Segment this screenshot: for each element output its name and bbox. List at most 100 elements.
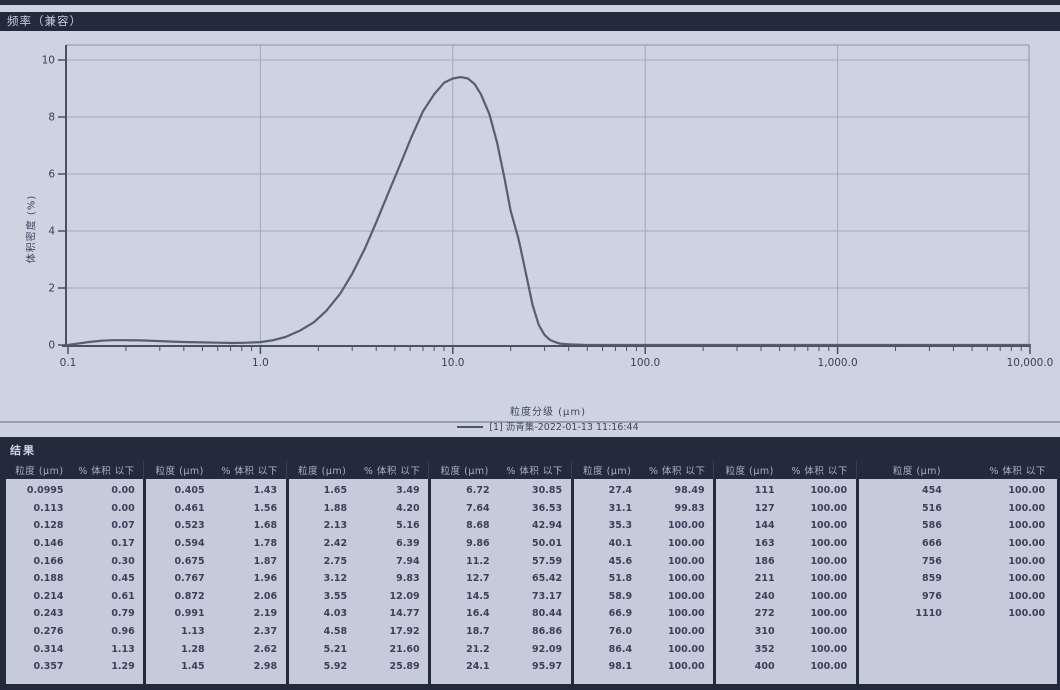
table-row: 1.65 3.49 bbox=[289, 482, 429, 500]
cell-volume-under-pct: 0.17 bbox=[111, 538, 135, 550]
cell-particle-size: 1.45 bbox=[181, 661, 205, 673]
table-row: 0.276 0.96 bbox=[6, 623, 143, 641]
table-row: 11.2 57.59 bbox=[431, 552, 571, 570]
cell-particle-size: 0.991 bbox=[174, 608, 205, 620]
cell-volume-under-pct: 5.16 bbox=[396, 520, 420, 532]
cell-volume-under-pct: 100.00 bbox=[810, 643, 848, 655]
cell-particle-size: 0.214 bbox=[33, 590, 64, 602]
cell-particle-size: 11.2 bbox=[466, 555, 490, 567]
table-row: 6.72 30.85 bbox=[431, 482, 571, 500]
cell-particle-size: 24.1 bbox=[466, 661, 490, 673]
cell-volume-under-pct: 100.00 bbox=[810, 555, 848, 567]
y-tick-label: 8 bbox=[48, 112, 55, 124]
table-row: 240 100.00 bbox=[716, 588, 856, 606]
cell-volume-under-pct: 0.45 bbox=[111, 573, 135, 585]
table-row: 1.13 2.37 bbox=[146, 623, 286, 641]
cell-volume-under-pct: 2.19 bbox=[253, 608, 278, 620]
cell-particle-size: 8.68 bbox=[466, 520, 490, 532]
cell-particle-size: 40.1 bbox=[608, 538, 633, 550]
y-axis-label: 体积密度 (%) bbox=[26, 194, 38, 264]
table-row: 14.5 73.17 bbox=[431, 588, 571, 606]
cell-particle-size: 3.55 bbox=[323, 590, 348, 602]
column-header-pct: % 体积 以下 bbox=[989, 466, 1046, 477]
cell-particle-size: 0.405 bbox=[174, 485, 205, 497]
cell-volume-under-pct: 1.29 bbox=[111, 661, 135, 673]
legend-line-sample bbox=[457, 425, 484, 428]
table-row: 2.42 6.39 bbox=[289, 535, 429, 553]
table-row: 111 100.00 bbox=[716, 482, 856, 500]
cell-particle-size: 0.128 bbox=[33, 520, 64, 532]
table-row: 454 100.00 bbox=[859, 482, 1058, 500]
x-tick-label: 100.0 bbox=[630, 357, 660, 369]
cell-volume-under-pct: 80.44 bbox=[532, 608, 563, 620]
cell-particle-size: 144 bbox=[754, 520, 775, 532]
cell-volume-under-pct: 1.96 bbox=[253, 573, 278, 585]
cell-particle-size: 0.276 bbox=[33, 626, 64, 638]
cell-particle-size: 86.4 bbox=[608, 643, 633, 655]
cell-volume-under-pct: 36.53 bbox=[532, 502, 563, 514]
cell-particle-size: 272 bbox=[754, 608, 775, 620]
cell-particle-size: 0.872 bbox=[174, 590, 205, 602]
cell-volume-under-pct: 2.62 bbox=[253, 643, 278, 655]
cell-volume-under-pct: 1.43 bbox=[253, 485, 278, 497]
cell-particle-size: 66.9 bbox=[608, 608, 633, 620]
x-tick-label: 1,000.0 bbox=[818, 357, 858, 369]
cell-particle-size: 163 bbox=[754, 538, 775, 550]
table-row: 272 100.00 bbox=[716, 605, 856, 623]
cell-volume-under-pct: 4.20 bbox=[396, 502, 420, 514]
cell-volume-under-pct: 100.00 bbox=[810, 538, 848, 550]
table-row: 586 100.00 bbox=[859, 517, 1058, 535]
table-row: 0.214 0.61 bbox=[6, 588, 143, 606]
cell-particle-size: 6.72 bbox=[466, 485, 490, 497]
table-row: 756 100.00 bbox=[859, 552, 1058, 570]
cell-particle-size: 352 bbox=[754, 643, 775, 655]
cell-particle-size: 756 bbox=[922, 555, 942, 567]
cell-particle-size: 98.1 bbox=[608, 661, 633, 673]
cell-volume-under-pct: 98.49 bbox=[674, 485, 705, 497]
cell-particle-size: 14.5 bbox=[466, 590, 490, 602]
cell-volume-under-pct: 57.59 bbox=[532, 555, 563, 567]
cell-particle-size: 516 bbox=[922, 502, 942, 514]
results-section-title: 结果 bbox=[10, 444, 36, 457]
cell-volume-under-pct: 0.07 bbox=[111, 520, 135, 532]
column-header-size: 粒度 (μm) bbox=[15, 466, 64, 477]
table-row: 3.55 12.09 bbox=[289, 588, 429, 606]
table-column-group: 27.4 98.49 31.1 99.83 35.3 100.00 40.1 100.00 45… bbox=[570, 479, 714, 684]
cell-volume-under-pct: 6.39 bbox=[396, 538, 420, 550]
column-header-group: 粒度 (μm) % 体积 以下 bbox=[285, 461, 430, 479]
table-row: 0.0995 0.00 bbox=[6, 482, 143, 500]
x-tick-label: 10,000.0 bbox=[1007, 357, 1054, 369]
cell-particle-size: 27.4 bbox=[608, 485, 633, 497]
table-row: 27.4 98.49 bbox=[574, 482, 714, 500]
cell-volume-under-pct: 100.00 bbox=[667, 538, 705, 550]
table-row: 186 100.00 bbox=[716, 552, 856, 570]
cell-volume-under-pct: 0.30 bbox=[111, 555, 135, 567]
cell-volume-under-pct: 100.00 bbox=[810, 502, 848, 514]
table-row: 58.9 100.00 bbox=[574, 588, 714, 606]
cell-particle-size: 45.6 bbox=[608, 555, 633, 567]
cell-volume-under-pct: 100.00 bbox=[1008, 608, 1046, 620]
cell-particle-size: 12.7 bbox=[466, 573, 490, 585]
column-header-pct: % 体积 以下 bbox=[791, 466, 848, 477]
table-column-group: 0.405 1.43 0.461 1.56 0.523 1.68 0.594 1.78 0.67… bbox=[143, 479, 286, 684]
x-tick-label: 10.0 bbox=[441, 357, 464, 369]
legend-label: [1] 沥青集-2022-01-13 11:16:44 bbox=[489, 422, 639, 433]
cell-volume-under-pct: 17.92 bbox=[389, 626, 420, 638]
cell-volume-under-pct: 86.86 bbox=[532, 626, 563, 638]
cell-particle-size: 859 bbox=[922, 573, 942, 585]
cell-particle-size: 4.58 bbox=[323, 626, 348, 638]
table-row: 9.86 50.01 bbox=[431, 535, 571, 553]
top-edge-strip bbox=[0, 0, 1060, 5]
cell-particle-size: 1.88 bbox=[323, 502, 348, 514]
column-header-pct: % 体积 以下 bbox=[78, 466, 135, 477]
frequency-chart: 0 2 4 6 8 10 0.1 1.0 10.0 100.0 1,000.0 10,000.0 bbox=[42, 44, 1054, 369]
cell-particle-size: 2.42 bbox=[323, 538, 348, 550]
cell-particle-size: 0.188 bbox=[33, 573, 64, 585]
chart-title: 频率（兼容） bbox=[7, 14, 82, 28]
cell-volume-under-pct: 100.00 bbox=[810, 573, 848, 585]
table-row: 2.13 5.16 bbox=[289, 517, 429, 535]
results-table-body: 0.0995 0.00 0.113 0.00 0.128 0.07 0.146 0.17 0.1… bbox=[6, 479, 1057, 684]
cell-volume-under-pct: 1.68 bbox=[253, 520, 278, 532]
cell-volume-under-pct: 3.49 bbox=[396, 485, 420, 497]
